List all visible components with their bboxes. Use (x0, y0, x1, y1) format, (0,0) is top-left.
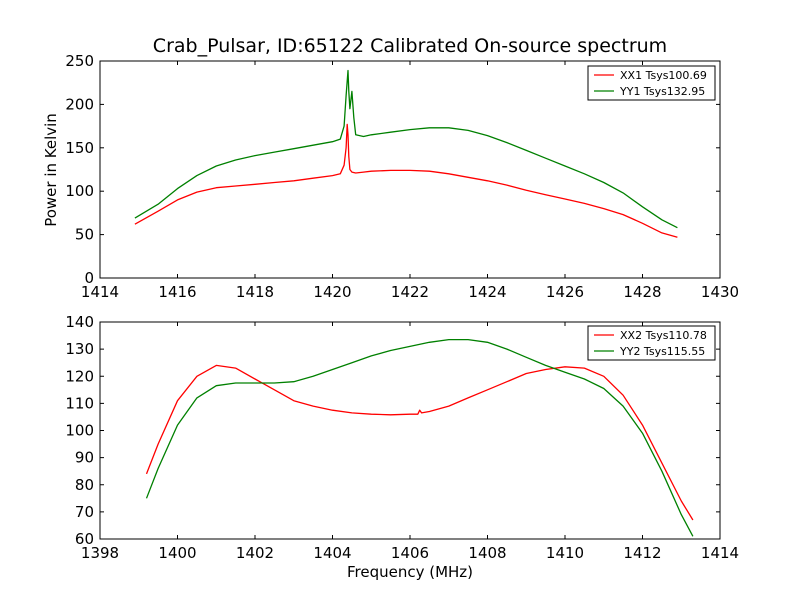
bottom-y-tick-label: 100 (65, 422, 94, 440)
top-panel: 1414 1416 1418 1420 1422 1424 1426 1428 1430 0 50 1… (42, 52, 739, 301)
top-x-tick-label: 1414 (81, 283, 119, 301)
top-x-tick-label: 1430 (701, 283, 739, 301)
top-y-tick-label: 200 (65, 95, 94, 113)
bottom-y-tick-label: 90 (75, 449, 94, 467)
bottom-y-tick-label: 140 (65, 313, 94, 331)
chart-title: Crab_Pulsar, ID:65122 Calibrated On-sour… (153, 35, 667, 57)
bottom-x-tick-label: 1406 (391, 544, 429, 562)
top-y-axis-label: Power in Kelvin (42, 113, 60, 227)
bottom-x-tick-label: 1414 (701, 544, 739, 562)
bottom-y-tick-label: 110 (65, 394, 94, 412)
bottom-x-axis-label: Frequency (MHz) (347, 563, 473, 581)
top-legend: XX1 Tsys100.69 YY1 Tsys132.95 (587, 65, 716, 101)
top-legend-box (587, 65, 716, 101)
bottom-y-tick-label: 130 (65, 340, 94, 358)
bottom-y-tick-label: 60 (75, 530, 94, 548)
bottom-x-tick-label: 1400 (158, 544, 196, 562)
top-x-tick-label: 1428 (623, 283, 661, 301)
top-x-tick-label: 1416 (158, 283, 196, 301)
top-x-tick-label: 1422 (391, 283, 429, 301)
top-ticks-layer: 1414 1416 1418 1420 1422 1424 1426 1428 1430 0 50 1… (65, 52, 739, 301)
bottom-x-tick-label: 1404 (313, 544, 351, 562)
top-legend-label-yy1: YY1 Tsys132.95 (619, 85, 705, 98)
top-series-line-2 (134, 69, 678, 229)
top-y-tick-label: 100 (65, 182, 94, 200)
bottom-series-layer (145, 338, 694, 537)
top-series-line-1 (134, 123, 678, 238)
top-x-tick-label: 1420 (313, 283, 351, 301)
top-legend-label-xx1: XX1 Tsys100.69 (620, 69, 707, 82)
bottom-ticks-layer: 1398 1400 1402 1404 1406 1408 1410 1412 1414 60 70… (65, 313, 739, 562)
bottom-x-tick-label: 1412 (623, 544, 661, 562)
top-series-layer (134, 69, 678, 238)
top-x-tick-label: 1426 (546, 283, 584, 301)
top-x-tick-label: 1418 (236, 283, 274, 301)
top-y-tick-label: 0 (84, 269, 94, 287)
bottom-series-line-1 (145, 364, 694, 521)
bottom-x-tick-label: 1410 (546, 544, 584, 562)
bottom-x-tick-label: 1402 (236, 544, 274, 562)
bottom-x-tick-label: 1398 (81, 544, 119, 562)
bottom-y-tick-label: 80 (75, 476, 94, 494)
bottom-legend-box (587, 325, 716, 361)
bottom-y-tick-label: 120 (65, 367, 94, 385)
bottom-legend: XX2 Tsys110.78 YY2 Tsys115.55 (587, 325, 716, 361)
top-y-tick-label: 150 (65, 139, 94, 157)
top-y-tick-label: 250 (65, 52, 94, 70)
bottom-legend-label-xx2: XX2 Tsys110.78 (620, 329, 707, 342)
bottom-x-tick-label: 1408 (468, 544, 506, 562)
bottom-series-line-2 (145, 338, 694, 537)
top-y-tick-label: 50 (75, 226, 94, 244)
bottom-panel: 1398 1400 1402 1404 1406 1408 1410 1412 1414 60 70… (65, 313, 739, 581)
bottom-legend-label-yy2: YY2 Tsys115.55 (619, 345, 705, 358)
bottom-y-tick-label: 70 (75, 503, 94, 521)
top-x-tick-label: 1424 (468, 283, 506, 301)
